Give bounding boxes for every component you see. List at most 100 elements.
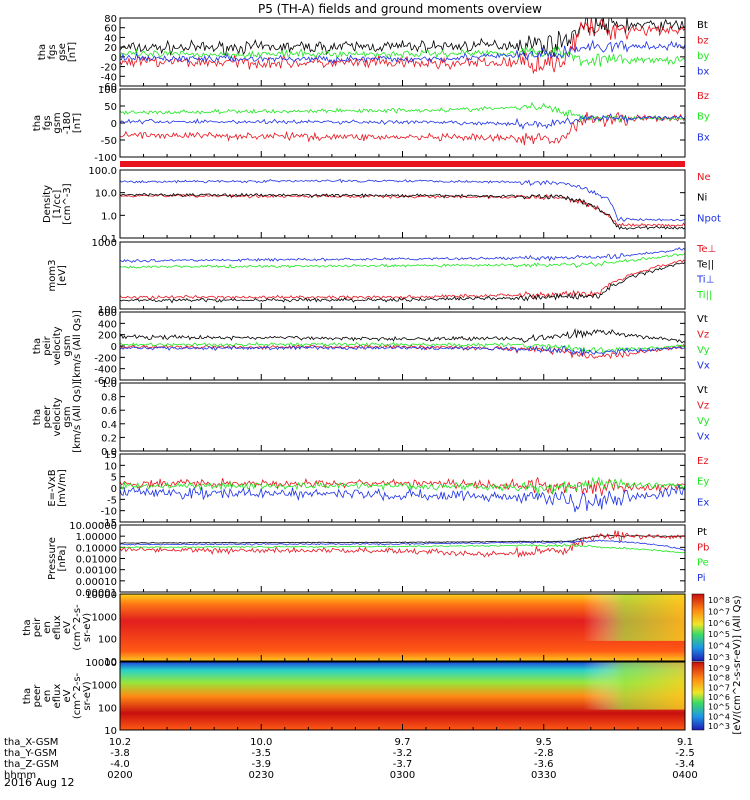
- series-line-Pi: [120, 539, 685, 551]
- legend-Bt: Bt: [697, 20, 708, 31]
- series-line-Npot: [120, 178, 685, 222]
- x-axis-value: 0230: [249, 770, 274, 781]
- y-tick-label: 0: [111, 484, 117, 495]
- ylabel-line: eV: [62, 621, 73, 634]
- y-tick-label: 0: [111, 119, 117, 130]
- colorbar-tick: 10^6: [708, 693, 730, 702]
- series-line-Vz: [120, 343, 685, 360]
- series-line-Bt: [120, 18, 685, 58]
- panel-peir-velocity: tha peir velocity gsm [km/s (All Qs)] 6004002…: [32, 308, 710, 387]
- date-label: 2016 Aug 12: [4, 776, 74, 789]
- x-axis-row-label: hhmm: [4, 770, 36, 781]
- x-axis-value: -3.7: [393, 759, 413, 770]
- y-tick-label: 1000: [92, 612, 117, 623]
- y-tick-label: 10.0: [95, 189, 117, 200]
- y-tick-label: 200: [98, 331, 117, 342]
- colorbar-tick: 10^4: [708, 712, 730, 721]
- colorbar-tick: 10^8: [708, 596, 730, 605]
- y-tick-label: -400: [94, 365, 117, 376]
- series-line-Vt: [120, 327, 685, 344]
- legend-bx: bx: [697, 67, 709, 78]
- ylabel-line: gse: [57, 43, 68, 61]
- x-axis-value: 9.1: [677, 737, 693, 748]
- ylabel-line: eflux: [52, 615, 63, 640]
- y-tick-label: 100: [98, 85, 117, 96]
- panel-peer-velocity: tha peer velocity gsm [km/s (All Qs)] 1.0 0.8 0…: [32, 379, 710, 458]
- x-axis-value: -2.5: [675, 748, 695, 759]
- y-tick-label: 40: [104, 33, 117, 44]
- colorbar-tick: 10^8: [708, 674, 730, 683]
- y-tick-label: 0.6: [101, 406, 117, 417]
- y-tick-label: 60: [104, 24, 117, 35]
- y-tick-label: -100: [94, 153, 117, 164]
- legend-Pi: Pi: [697, 573, 706, 584]
- series-line-Ti⊥: [120, 246, 685, 263]
- series-line-bz: [120, 18, 685, 75]
- y-tick-label: 10.00000: [69, 521, 117, 532]
- y-tick-label: 0.00001: [76, 588, 117, 599]
- ylabel-line: peir: [32, 617, 43, 637]
- heatmap-transition: [583, 662, 685, 710]
- series-line-by: [120, 45, 685, 67]
- y-tick-label: 10: [104, 657, 117, 668]
- colorbar-tick: 10^4: [708, 642, 730, 651]
- ylabel-line: mom3: [47, 260, 58, 292]
- series-line-Pb: [120, 530, 685, 559]
- x-axis-value: -3.9: [251, 759, 271, 770]
- series-line-Ey: [120, 476, 685, 496]
- y-tick-label: -50: [101, 136, 117, 147]
- y-tick-label: 10000: [85, 590, 117, 601]
- y-tick-label: -15: [101, 518, 117, 529]
- ylabel-line: tha: [22, 688, 33, 704]
- y-tick-label: -5: [107, 495, 117, 506]
- plot-title: P5 (TH-A) fields and ground moments over…: [258, 2, 542, 16]
- y-tick-label: 0.4: [101, 420, 117, 431]
- legend-Vx: Vx: [697, 432, 710, 443]
- colorbar-tick: 10^3: [708, 653, 730, 662]
- y-tick-label: 600: [98, 308, 117, 319]
- y-tick-label: 10000: [85, 658, 117, 669]
- panel-peer-eflux: tha peer en eflux eV (cm^2-s-sr-eV) 10000 1000 1…: [22, 658, 730, 737]
- legend-Ni: Ni: [697, 193, 707, 204]
- legend-Ex: Ex: [697, 497, 709, 508]
- legend-Te⊥: Te⊥: [696, 244, 716, 255]
- ylabel-line: eV: [62, 689, 73, 702]
- legend-Ti⊥: Ti⊥: [696, 275, 714, 286]
- ylabel-line: velocity: [52, 397, 63, 436]
- y-tick-label: 0.0: [101, 447, 117, 458]
- ylabel-line: (cm^2-s-: [72, 604, 83, 651]
- heatmap-transition: [583, 594, 685, 641]
- x-axis-value: 9.5: [536, 737, 552, 748]
- y-tick-label: 0.8: [101, 393, 117, 404]
- y-tick-label: 0.01000: [76, 555, 117, 566]
- y-tick-label: 0.1: [101, 234, 117, 245]
- series-line-Bz: [120, 111, 685, 146]
- ylabel-line: [eV]: [57, 265, 68, 286]
- panel-frame: [119, 169, 686, 239]
- ylabel-line: sr-eV): [82, 681, 93, 710]
- panel-pressure: Pressure [nPa] 10.000001.000000.100000.010…: [47, 521, 709, 599]
- ylabel-line: velocity: [52, 326, 63, 365]
- legend-Vz: Vz: [697, 401, 709, 412]
- colorbar-unit: [eV/(cm^2-s-sr-eV)] (All Qs): [732, 595, 743, 734]
- x-axis-value: 10.0: [250, 737, 272, 748]
- series-line-Vx: [120, 345, 685, 356]
- x-axis-row-label: tha_X-GSM: [4, 737, 58, 748]
- ylabel-line: gsm: [52, 112, 63, 133]
- ylabel-line: fgs: [42, 115, 53, 130]
- y-tick-label: 100: [98, 703, 117, 714]
- ylabel-line: tha: [22, 619, 33, 635]
- y-tick-label: 1.0: [101, 211, 117, 222]
- y-tick-label: 80: [104, 14, 117, 25]
- ylabel-line: gsm: [62, 335, 73, 356]
- ylabel-line: [cm^-3]: [62, 183, 73, 224]
- ylabel-line: [mV/m]: [57, 469, 68, 507]
- x-axis-value: 0400: [672, 770, 697, 781]
- y-tick-label: 10: [104, 461, 117, 472]
- series-line-Ti||: [120, 253, 685, 269]
- x-axis-value: 0330: [531, 770, 556, 781]
- x-axis-value: -3.5: [251, 748, 271, 759]
- legend-Vy: Vy: [697, 416, 710, 427]
- y-tick-label: 0.00010: [76, 577, 117, 588]
